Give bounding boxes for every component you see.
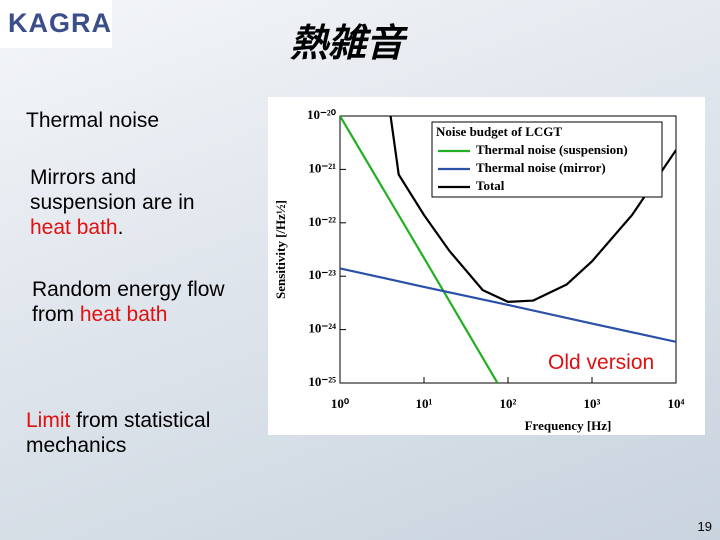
text: . bbox=[117, 216, 124, 239]
text: from statistical mechanics bbox=[26, 409, 211, 457]
x-axis-label: Frequency [Hz] bbox=[525, 418, 612, 433]
x-tick-label: 10⁴ bbox=[668, 396, 685, 411]
paragraph: Mirrors and suspension are in heat bath. bbox=[30, 165, 230, 240]
x-tick-label: 10² bbox=[500, 396, 517, 411]
heading: Thermal noise bbox=[26, 109, 160, 132]
x-tick-label: 10³ bbox=[584, 396, 601, 411]
series-line bbox=[340, 267, 676, 343]
page-number: 19 bbox=[697, 519, 712, 534]
paragraph: Limit from statistical mechanics bbox=[26, 408, 276, 458]
legend-title: Noise budget of LCGT bbox=[436, 124, 562, 139]
y-tick-label: 10⁻²⁴ bbox=[308, 321, 336, 336]
logo: KAGRA bbox=[8, 8, 112, 38]
text: Mirrors and suspension are in bbox=[30, 166, 195, 214]
x-tick-label: 10¹ bbox=[416, 396, 433, 411]
legend-box bbox=[431, 121, 663, 198]
logo-box: KAGRA bbox=[0, 0, 112, 48]
y-tick-label: 10⁻²² bbox=[308, 214, 336, 229]
legend-label: Thermal noise (suspension) bbox=[476, 142, 628, 157]
text: Random energy flow from bbox=[32, 278, 225, 326]
legend-label: Total bbox=[476, 178, 505, 193]
paragraph: Random energy flow from heat bath bbox=[32, 277, 262, 327]
annotation: Old version bbox=[548, 351, 655, 374]
text: heat bath bbox=[30, 216, 118, 239]
text: Limit bbox=[26, 409, 71, 432]
y-tick-label: 10⁻²⁵ bbox=[308, 374, 336, 389]
x-tick-label: 10⁰ bbox=[331, 396, 350, 411]
slide-title: 熱雑音 bbox=[290, 23, 405, 65]
y-axis-label: Sensitivity [/Hz½] bbox=[273, 200, 288, 299]
y-tick-label: 10⁻²⁰ bbox=[307, 107, 337, 122]
y-tick-label: 10⁻²¹ bbox=[308, 160, 336, 175]
series-line bbox=[389, 116, 676, 304]
series-line bbox=[340, 116, 499, 383]
legend-label: Thermal noise (mirror) bbox=[476, 160, 606, 175]
text: heat bath bbox=[79, 303, 168, 326]
y-tick-label: 10⁻²³ bbox=[308, 267, 336, 282]
